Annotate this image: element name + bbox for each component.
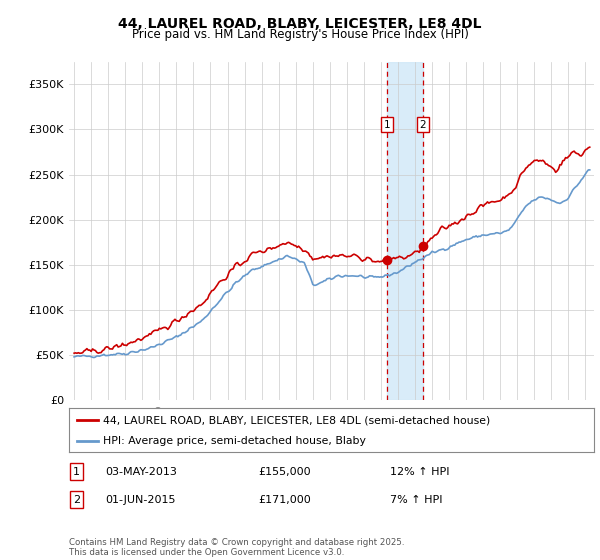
Text: 1: 1: [73, 466, 80, 477]
Text: £155,000: £155,000: [258, 466, 311, 477]
Text: 03-MAY-2013: 03-MAY-2013: [105, 466, 177, 477]
Text: 7% ↑ HPI: 7% ↑ HPI: [390, 494, 443, 505]
Text: 2: 2: [419, 120, 426, 130]
Text: 12% ↑ HPI: 12% ↑ HPI: [390, 466, 449, 477]
Text: Price paid vs. HM Land Registry's House Price Index (HPI): Price paid vs. HM Land Registry's House …: [131, 28, 469, 41]
Text: Contains HM Land Registry data © Crown copyright and database right 2025.
This d: Contains HM Land Registry data © Crown c…: [69, 538, 404, 557]
Text: £171,000: £171,000: [258, 494, 311, 505]
Text: HPI: Average price, semi-detached house, Blaby: HPI: Average price, semi-detached house,…: [103, 436, 366, 446]
Text: 44, LAUREL ROAD, BLABY, LEICESTER, LE8 4DL: 44, LAUREL ROAD, BLABY, LEICESTER, LE8 4…: [118, 17, 482, 31]
Bar: [387, 62, 422, 400]
Text: 1: 1: [383, 120, 390, 130]
Text: 01-JUN-2015: 01-JUN-2015: [105, 494, 176, 505]
Text: 2: 2: [73, 494, 80, 505]
Text: 44, LAUREL ROAD, BLABY, LEICESTER, LE8 4DL (semi-detached house): 44, LAUREL ROAD, BLABY, LEICESTER, LE8 4…: [103, 415, 490, 425]
